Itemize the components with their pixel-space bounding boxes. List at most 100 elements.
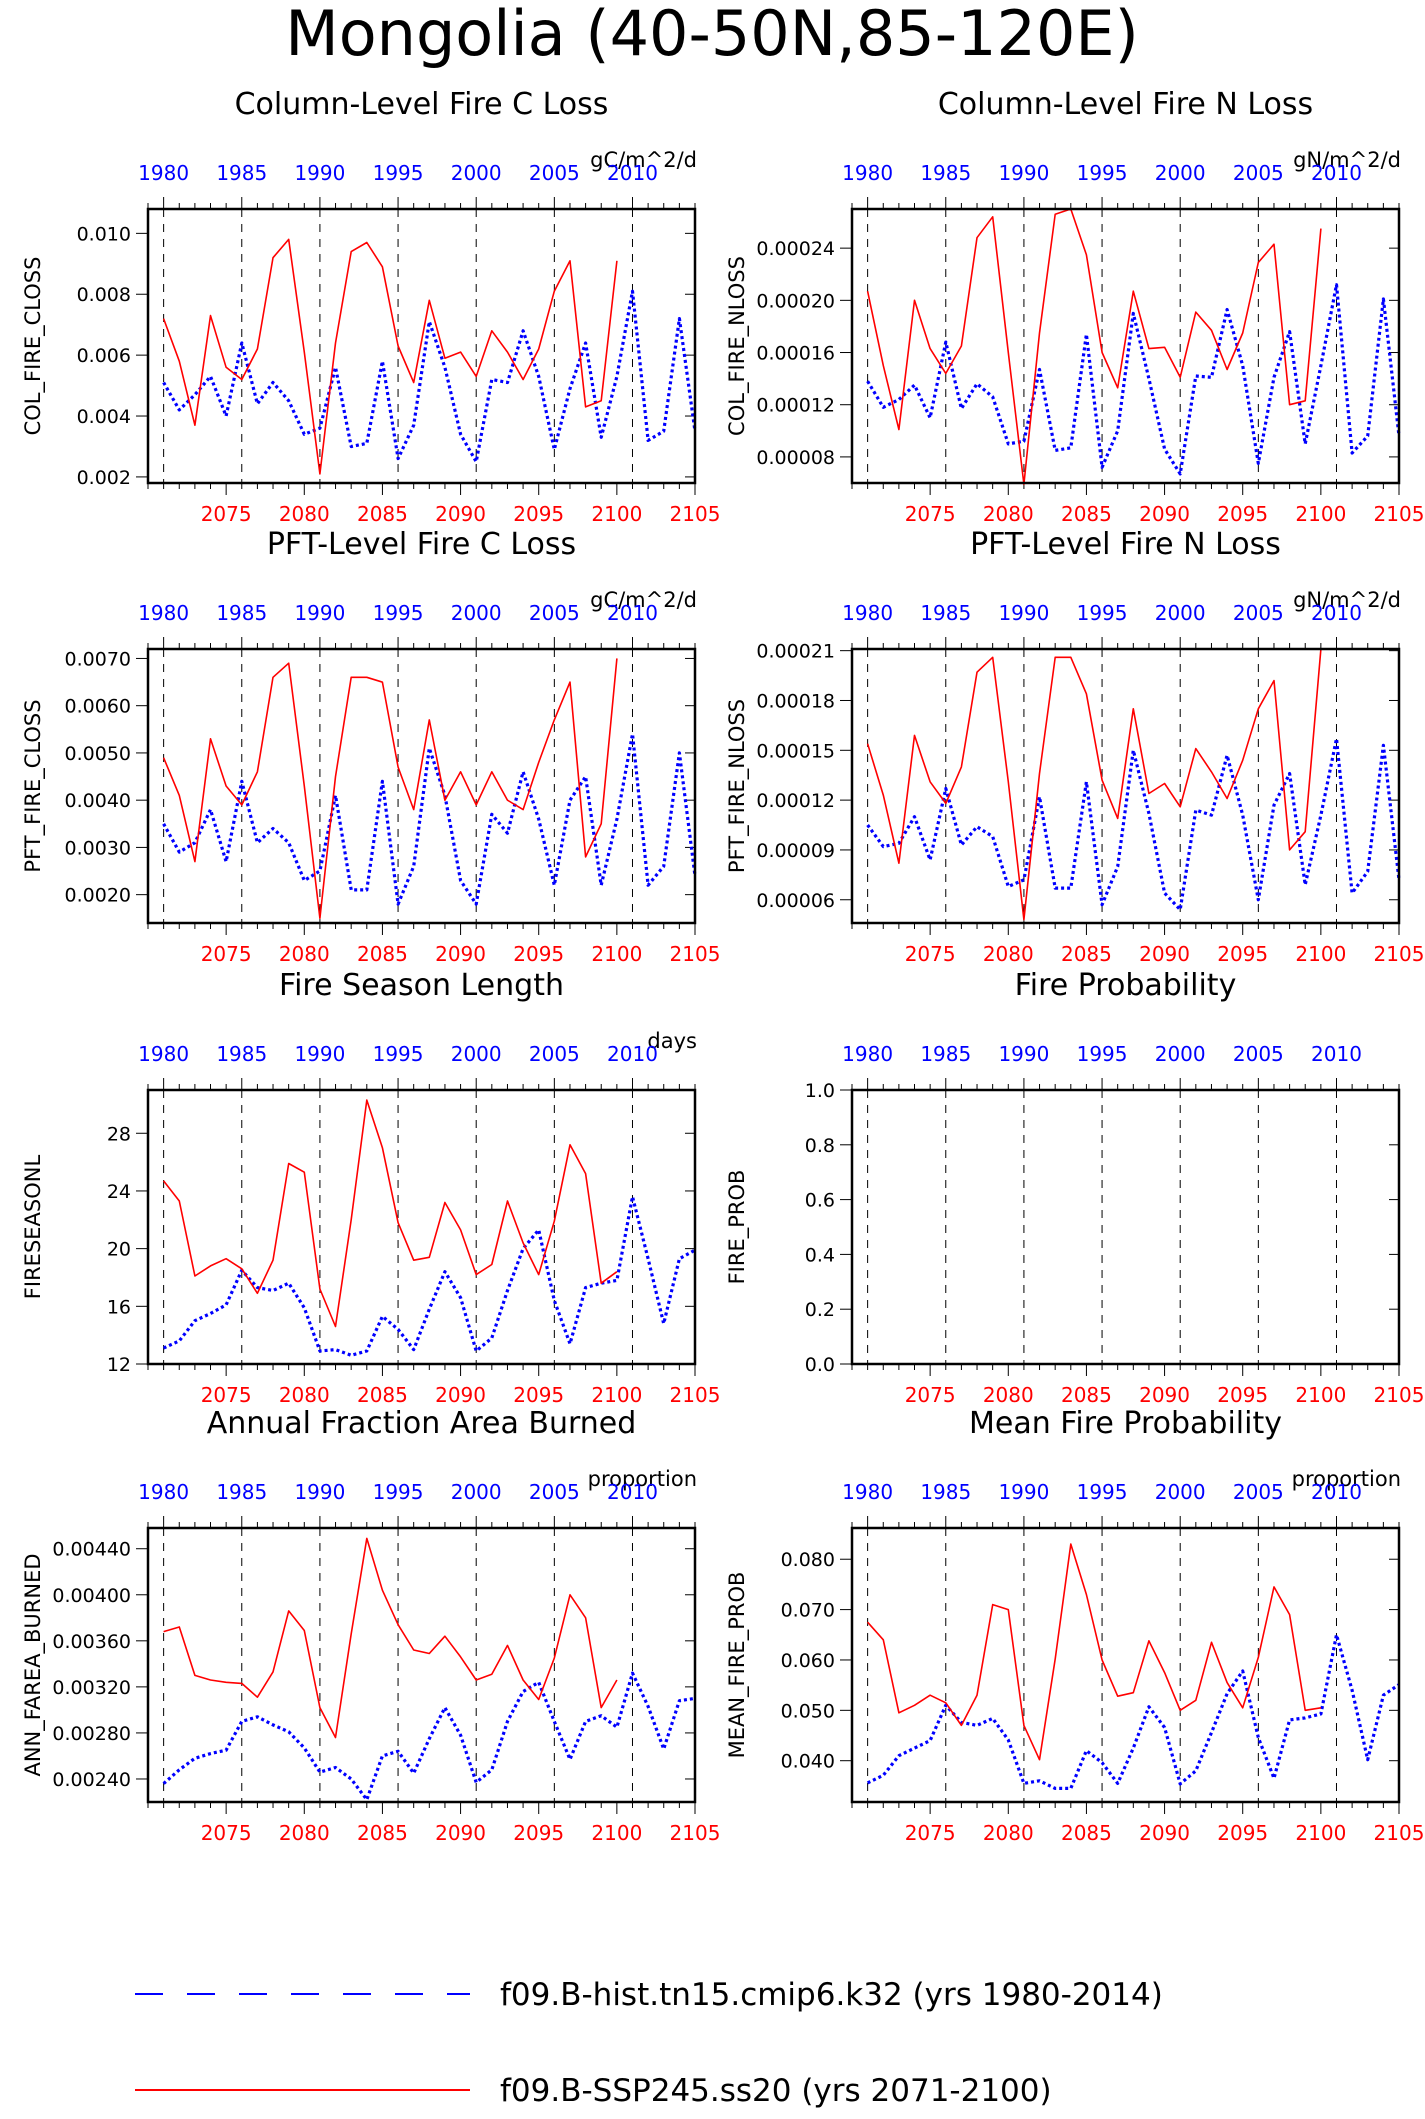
top-tick-label: 1985 xyxy=(216,161,267,185)
y-tick-label: 0.00015 xyxy=(756,740,835,762)
top-tick-label: 2005 xyxy=(1233,1480,1284,1504)
bottom-tick-label: 2085 xyxy=(357,942,408,966)
top-tick-label: 1980 xyxy=(138,601,189,625)
y-tick-label: 16 xyxy=(107,1296,131,1318)
units-label: days xyxy=(647,1029,697,1053)
bottom-tick-label: 2090 xyxy=(1139,502,1190,526)
bottom-tick-label: 2100 xyxy=(591,942,642,966)
top-tick-label: 2000 xyxy=(1155,161,1206,185)
bottom-tick-label: 2075 xyxy=(905,942,956,966)
bottom-tick-label: 2105 xyxy=(670,502,721,526)
y-tick-label: 0.0060 xyxy=(65,696,131,718)
y-tick-label: 0.00400 xyxy=(52,1585,131,1607)
bottom-tick-label: 2080 xyxy=(983,942,1034,966)
top-tick-label: 1990 xyxy=(294,161,345,185)
bottom-tick-label: 2095 xyxy=(513,502,564,526)
top-tick-label: 1990 xyxy=(294,1042,345,1066)
top-tick-label: 2000 xyxy=(451,601,502,625)
y-tick-label: 0.0 xyxy=(805,1354,835,1376)
y-tick-label: 0.00009 xyxy=(756,840,835,862)
top-tick-label: 1985 xyxy=(920,601,971,625)
panel-title: Fire Probability xyxy=(1015,968,1237,1003)
plot-frame xyxy=(850,1088,1401,1366)
y-tick-label: 0.0020 xyxy=(65,885,131,907)
top-tick-label: 1995 xyxy=(1077,161,1128,185)
panel-col-fire-nloss: Column-Level Fire N Loss gN/m^2/d COL_FIRE… xyxy=(725,87,1424,526)
units-label: proportion xyxy=(1292,1467,1401,1491)
y-axis-label: COL_FIRE_CLOSS xyxy=(21,257,46,436)
top-tick-label: 1990 xyxy=(998,161,1049,185)
y-tick-label: 28 xyxy=(107,1123,131,1145)
units-label: gN/m^2/d xyxy=(1293,588,1401,612)
y-tick-label: 0.002 xyxy=(77,467,131,489)
y-axis-label: FIRESEASONL xyxy=(21,1155,45,1300)
bottom-tick-label: 2105 xyxy=(1374,1821,1425,1845)
series-line-ssp xyxy=(163,1537,618,1739)
series-line-hist xyxy=(162,1671,696,1802)
panel-mean-fire-prob: Mean Fire Probability proportion MEAN_FIRE… xyxy=(725,1406,1424,1845)
top-tick-label: 1985 xyxy=(216,1042,267,1066)
y-tick-label: 0.00012 xyxy=(756,790,835,812)
top-tick-label: 1995 xyxy=(373,1042,424,1066)
top-tick-label: 1990 xyxy=(998,601,1049,625)
y-tick-label: 0.00006 xyxy=(756,890,835,912)
bottom-tick-label: 2075 xyxy=(201,942,252,966)
bottom-tick-label: 2100 xyxy=(1295,1821,1346,1845)
bottom-tick-label: 2105 xyxy=(1374,942,1425,966)
top-tick-label: 2000 xyxy=(451,1480,502,1504)
top-tick-label: 1980 xyxy=(842,161,893,185)
bottom-tick-label: 2100 xyxy=(1295,942,1346,966)
top-tick-label: 1980 xyxy=(138,1480,189,1504)
bottom-tick-label: 2080 xyxy=(279,1383,330,1407)
y-tick-label: 0.008 xyxy=(77,284,131,306)
y-tick-label: 0.4 xyxy=(805,1244,835,1266)
panel-col-fire-closs: Column-Level Fire C Loss gC/m^2/d COL_FIRE… xyxy=(21,87,720,526)
y-tick-label: 0.0070 xyxy=(65,648,131,670)
y-tick-label: 0.00016 xyxy=(756,343,835,365)
top-tick-label: 1985 xyxy=(920,1480,971,1504)
top-tick-label: 1980 xyxy=(842,601,893,625)
top-tick-label: 2005 xyxy=(1233,161,1284,185)
y-tick-label: 0.004 xyxy=(77,406,131,428)
bottom-tick-label: 2075 xyxy=(201,502,252,526)
top-tick-label: 1995 xyxy=(373,601,424,625)
y-tick-label: 0.00018 xyxy=(756,690,835,712)
series-line-hist xyxy=(866,283,1401,476)
top-tick-label: 2010 xyxy=(1311,601,1362,625)
top-tick-label: 2000 xyxy=(1155,601,1206,625)
plot-frame xyxy=(146,1526,697,1804)
plot-frame xyxy=(850,207,1401,485)
bottom-tick-label: 2090 xyxy=(435,1821,486,1845)
bottom-tick-label: 2085 xyxy=(1061,1821,1112,1845)
y-tick-label: 0.00020 xyxy=(756,290,835,312)
top-tick-label: 1990 xyxy=(294,1480,345,1504)
bottom-tick-label: 2080 xyxy=(983,1383,1034,1407)
y-axis-label: FIRE_PROB xyxy=(725,1170,750,1285)
top-tick-label: 1980 xyxy=(138,161,189,185)
top-tick-label: 2000 xyxy=(1155,1480,1206,1504)
bottom-tick-label: 2105 xyxy=(1374,1383,1425,1407)
y-tick-label: 0.00008 xyxy=(756,447,835,469)
y-axis-label: ANN_FAREA_BURNED xyxy=(21,1553,46,1776)
panel-title: Column-Level Fire N Loss xyxy=(938,87,1313,122)
units-label: gC/m^2/d xyxy=(590,148,697,172)
y-tick-label: 0.00021 xyxy=(756,641,835,663)
series-line-hist xyxy=(866,737,1401,912)
top-tick-label: 2010 xyxy=(1311,161,1362,185)
units-label: proportion xyxy=(588,1467,697,1491)
y-tick-label: 0.0050 xyxy=(65,743,131,765)
bottom-tick-label: 2090 xyxy=(1139,1383,1190,1407)
top-tick-label: 2005 xyxy=(529,1042,580,1066)
bottom-tick-label: 2085 xyxy=(1061,1383,1112,1407)
plot-frame xyxy=(146,207,697,485)
series-line-ssp xyxy=(162,1099,618,1328)
top-tick-label: 1980 xyxy=(138,1042,189,1066)
bottom-tick-label: 2100 xyxy=(591,1383,642,1407)
y-tick-label: 0.00012 xyxy=(756,395,835,417)
bottom-tick-label: 2105 xyxy=(1374,502,1425,526)
top-tick-label: 1990 xyxy=(998,1042,1049,1066)
top-tick-label: 2005 xyxy=(529,161,580,185)
series-line-ssp xyxy=(866,648,1322,921)
y-tick-label: 12 xyxy=(107,1354,131,1376)
